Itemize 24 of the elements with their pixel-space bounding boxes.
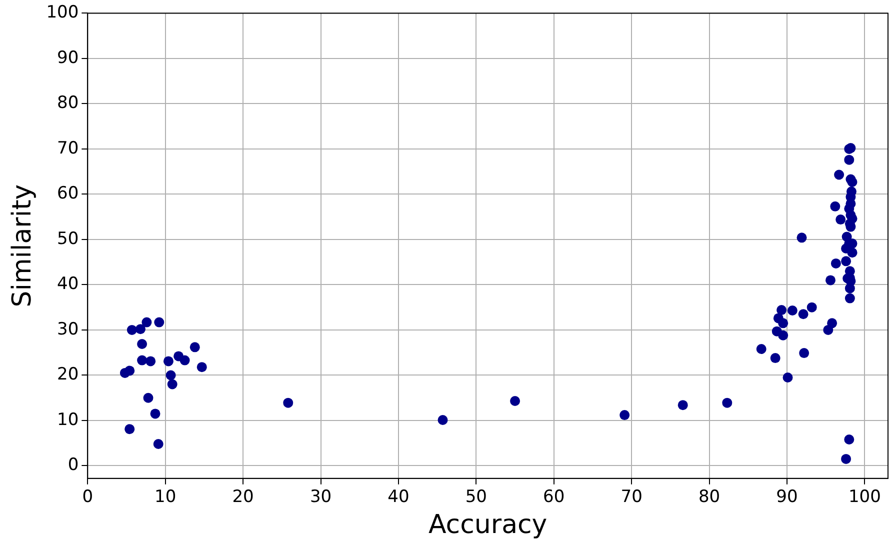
y-tick-label: 10 xyxy=(57,410,79,430)
y-tick-label: 50 xyxy=(57,228,79,249)
y-tick-label: 90 xyxy=(57,48,79,68)
y-tick-label: 20 xyxy=(57,364,79,385)
x-tick-label: 10 xyxy=(154,487,176,508)
y-axis-title: Similarity xyxy=(7,184,38,308)
y-tick-label: 100 xyxy=(46,2,79,23)
x-axis-title: Accuracy xyxy=(428,510,548,540)
x-tick-label: 50 xyxy=(465,487,487,508)
x-tick-label: 70 xyxy=(620,487,642,508)
y-tick-label: 40 xyxy=(57,274,79,294)
x-tick-label: 80 xyxy=(698,487,720,508)
y-tick-label: 80 xyxy=(57,93,79,114)
y-tick-label: 0 xyxy=(68,455,79,476)
x-tick-label: 20 xyxy=(232,487,254,508)
x-tick-label: 60 xyxy=(543,487,565,508)
y-tick-label: 70 xyxy=(57,138,79,158)
y-tick-label: 30 xyxy=(57,319,79,340)
y-tick-label: 60 xyxy=(57,184,79,204)
x-tick-label: 30 xyxy=(310,487,332,508)
x-tick-label: 100 xyxy=(848,487,881,508)
x-tick-label: 0 xyxy=(82,487,94,508)
x-tick-label: 40 xyxy=(388,487,410,508)
x-tick-label: 90 xyxy=(776,487,798,508)
